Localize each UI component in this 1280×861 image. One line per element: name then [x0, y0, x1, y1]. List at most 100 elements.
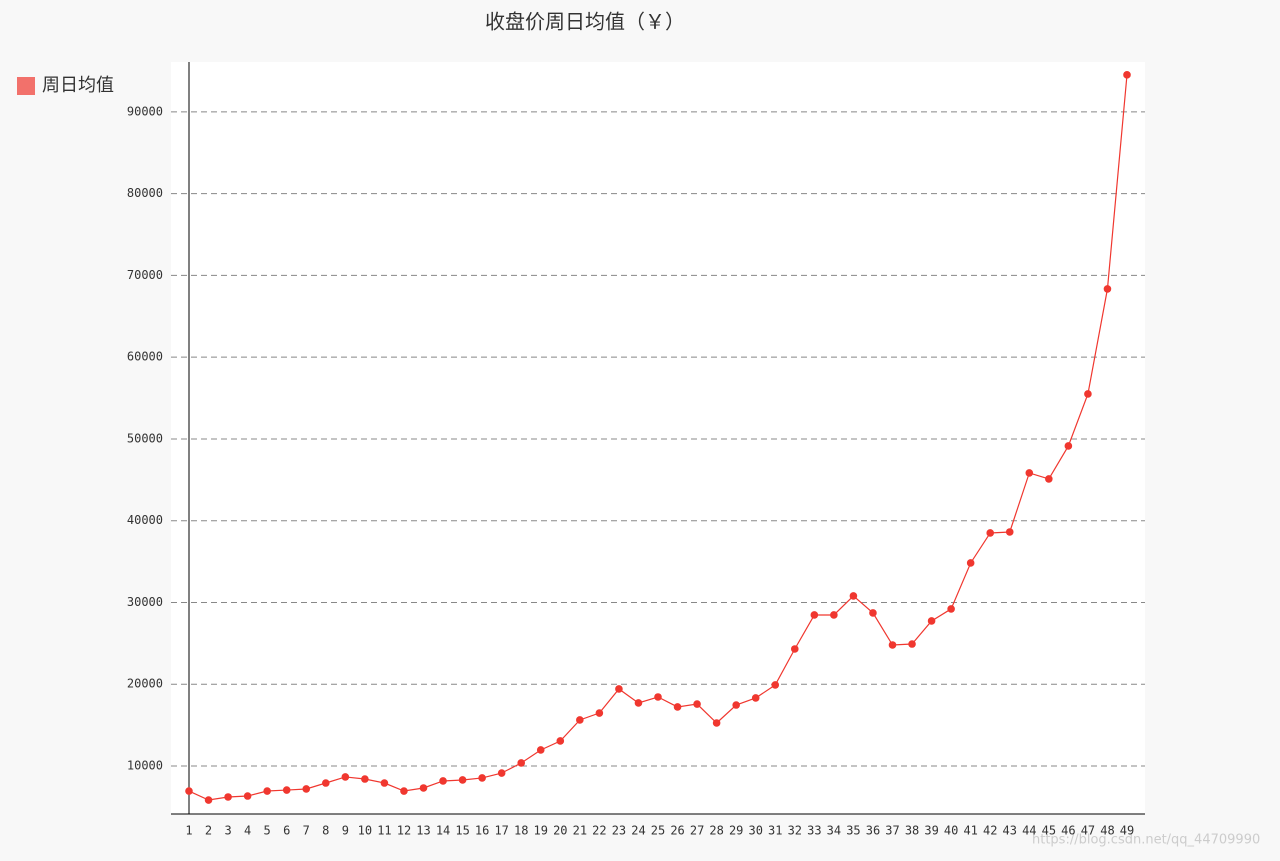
x-tick-label: 14	[436, 824, 450, 838]
watermark: https://blog.csdn.net/qq_44709990	[1032, 833, 1260, 848]
point	[849, 592, 858, 600]
point	[615, 685, 623, 693]
x-tick-label: 15	[455, 824, 469, 838]
x-tick-label: 10	[358, 824, 372, 838]
x-tick-label: 38	[905, 824, 919, 838]
point	[888, 641, 897, 649]
point	[966, 559, 975, 567]
x-tick-label: 16	[475, 824, 489, 838]
x-tick-label: 4	[244, 824, 251, 838]
point	[1045, 475, 1053, 483]
point	[1123, 71, 1131, 79]
x-tick-label: 2	[205, 824, 212, 838]
x-tick-label: 40	[944, 824, 958, 838]
point	[654, 693, 662, 701]
x-tick-label: 28	[709, 824, 723, 838]
x-tick-label: 23	[612, 824, 626, 838]
x-tick-label: 21	[573, 824, 587, 838]
x-tick-label: 31	[768, 824, 782, 838]
y-tick-label: 60000	[127, 350, 163, 364]
point	[693, 700, 701, 708]
y-tick-label: 10000	[127, 759, 163, 773]
x-tick-label: 42	[983, 824, 997, 838]
point	[204, 796, 213, 804]
y-tick-label: 40000	[127, 513, 163, 527]
plot-area	[171, 62, 1145, 814]
point	[458, 776, 467, 784]
point	[751, 694, 760, 702]
x-tick-label: 29	[729, 824, 743, 838]
x-tick-label: 47	[1081, 824, 1095, 838]
point	[634, 699, 643, 707]
x-tick-label: 18	[514, 824, 528, 838]
point	[517, 759, 526, 767]
point	[556, 737, 565, 745]
point	[380, 779, 389, 787]
x-tick-label: 9	[342, 824, 349, 838]
x-tick-label: 6	[283, 824, 290, 838]
x-tick-label: 22	[592, 824, 606, 838]
x-tick-label: 5	[264, 824, 271, 838]
x-tick-label: 46	[1061, 824, 1075, 838]
point	[673, 703, 682, 711]
point	[712, 719, 721, 727]
point	[576, 716, 584, 724]
point	[1103, 285, 1112, 293]
point	[1025, 469, 1034, 477]
x-tick-label: 17	[494, 824, 508, 838]
x-tick-label: 25	[651, 824, 665, 838]
point	[810, 611, 819, 619]
x-tick-label: 13	[416, 824, 430, 838]
point	[224, 793, 232, 801]
chart-title: 收盘价周日均值（￥）	[485, 10, 685, 34]
point	[341, 773, 350, 781]
point	[302, 785, 311, 793]
point	[927, 617, 936, 625]
x-tick-label: 39	[924, 824, 938, 838]
point	[185, 787, 193, 795]
point	[908, 640, 916, 648]
point	[439, 777, 447, 785]
point	[771, 681, 780, 689]
x-tick-label: 24	[631, 824, 645, 838]
point	[497, 769, 506, 777]
legend-swatch	[17, 77, 35, 95]
point	[869, 609, 877, 617]
point	[595, 709, 604, 717]
x-tick-label: 12	[397, 824, 411, 838]
x-tick-label: 27	[690, 824, 704, 838]
y-tick-label: 70000	[127, 268, 163, 282]
point	[536, 746, 545, 754]
x-tick-label: 49	[1120, 824, 1134, 838]
point	[1084, 390, 1092, 398]
point	[1064, 442, 1073, 450]
point	[263, 787, 271, 795]
point	[478, 774, 486, 782]
point	[282, 786, 291, 794]
x-tick-label: 32	[788, 824, 802, 838]
x-tick-label: 20	[553, 824, 567, 838]
x-tick-label: 48	[1100, 824, 1114, 838]
point	[243, 792, 252, 800]
y-tick-label: 80000	[127, 186, 163, 200]
y-tick-label: 90000	[127, 104, 163, 118]
legend-label: 周日均值	[42, 75, 114, 96]
x-tick-label: 7	[303, 824, 310, 838]
x-tick-label: 1	[185, 824, 192, 838]
x-tick-label: 11	[377, 824, 391, 838]
point	[947, 605, 955, 613]
point	[361, 775, 369, 783]
x-tick-label: 45	[1042, 824, 1056, 838]
x-tick-label: 41	[963, 824, 977, 838]
y-tick-label: 50000	[127, 431, 163, 445]
point	[1005, 528, 1014, 536]
x-tick-label: 33	[807, 824, 821, 838]
x-tick-label: 30	[748, 824, 762, 838]
x-tick-label: 8	[322, 824, 329, 838]
x-tick-label: 35	[846, 824, 860, 838]
point	[419, 784, 428, 792]
x-tick-label: 3	[224, 824, 231, 838]
point	[986, 529, 995, 537]
x-tick-label: 43	[1003, 824, 1017, 838]
